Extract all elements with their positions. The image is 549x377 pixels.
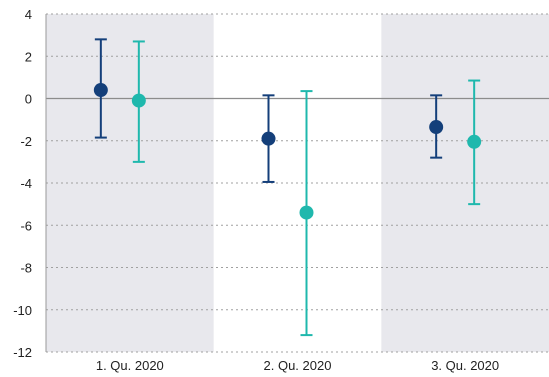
series-1-point-1 [93,38,108,139]
series-2-point-2 [299,90,314,337]
x-tick-label: 1. Qu. 2020 [96,358,164,373]
data-point-marker [93,83,108,98]
data-point-marker [299,205,314,220]
y-tick-label: -8 [20,261,32,276]
y-tick-labels: 4 2 0 -2 -4 -6 -8 -10 -12 [13,7,32,360]
data-point-marker [429,120,444,135]
x-tick-label: 3. Qu. 2020 [431,358,499,373]
y-tick-label: -4 [20,176,32,191]
x-tick-label: 2. Qu. 2020 [264,358,332,373]
y-tick-label: -2 [20,134,32,149]
y-tick-label: 4 [25,7,32,22]
y-tick-label: 2 [25,49,32,64]
x-tick-labels: 1. Qu. 2020 2. Qu. 2020 3. Qu. 2020 [96,358,499,373]
series-1-point-2 [261,94,276,183]
y-tick-label: -10 [13,303,32,318]
series [93,38,482,337]
axes [45,14,549,352]
y-tick-label: 0 [25,92,32,107]
y-tick-label: -12 [13,345,32,360]
y-tick-label: -6 [20,218,32,233]
data-point-marker [261,131,276,146]
series-1-point-3 [429,94,444,159]
series-2-point-1 [131,40,146,163]
gridlines [46,13,549,353]
category-band-1 [46,14,214,352]
data-point-marker [131,93,146,108]
data-point-marker [467,134,482,149]
series-2-point-3 [467,79,482,206]
